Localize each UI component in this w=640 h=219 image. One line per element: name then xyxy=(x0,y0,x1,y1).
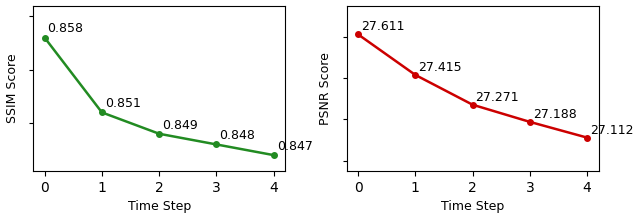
X-axis label: Time Step: Time Step xyxy=(441,200,504,214)
Text: 27.415: 27.415 xyxy=(418,61,462,74)
Text: 0.849: 0.849 xyxy=(162,119,198,132)
Text: 27.112: 27.112 xyxy=(590,124,634,137)
Text: 27.611: 27.611 xyxy=(361,20,404,33)
Text: 27.188: 27.188 xyxy=(532,108,577,121)
Y-axis label: PSNR Score: PSNR Score xyxy=(319,52,332,125)
Text: 0.858: 0.858 xyxy=(47,23,83,35)
Text: 0.848: 0.848 xyxy=(220,129,255,142)
Text: 27.271: 27.271 xyxy=(476,91,519,104)
Y-axis label: SSIM Score: SSIM Score xyxy=(6,54,19,123)
X-axis label: Time Step: Time Step xyxy=(127,200,191,214)
Text: 0.847: 0.847 xyxy=(276,140,312,153)
Text: 0.851: 0.851 xyxy=(105,97,141,110)
